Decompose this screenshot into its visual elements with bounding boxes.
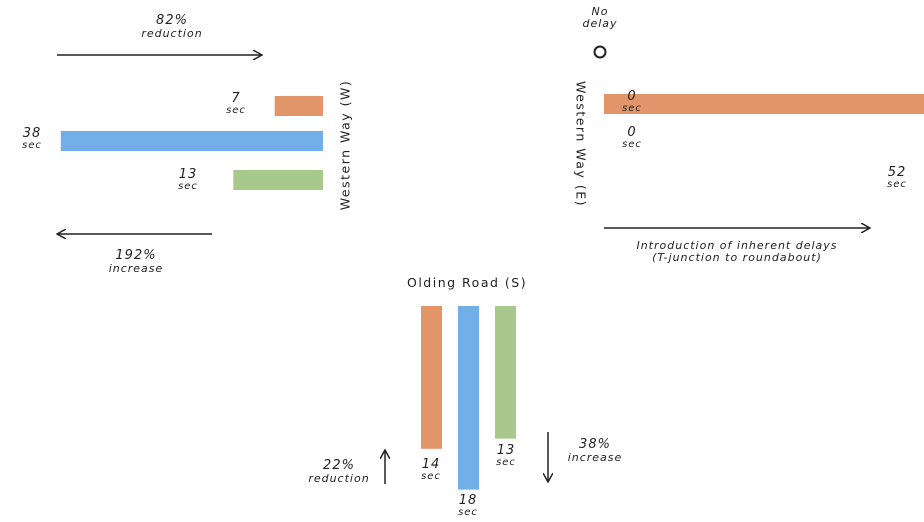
west-green-value: 13 — [178, 167, 198, 182]
south-green-value: 13 — [496, 443, 516, 458]
south-road-label: Olding Road (S) — [407, 275, 528, 290]
east-no-delay-label: No delay — [575, 6, 625, 29]
west-increase-text: increase — [108, 261, 164, 275]
south-increase-value: 38% — [579, 437, 611, 452]
east-orange-unit: sec — [887, 178, 907, 190]
west-increase-label: 192% increase — [86, 249, 186, 274]
west-blue-unit: sec — [22, 139, 42, 151]
east-delay-caption: Introduction of inherent delays (T-junct… — [612, 240, 862, 263]
east-delay-caption-line1: Introduction of inherent delays — [636, 239, 838, 252]
south-orange-value: 14 — [421, 457, 441, 472]
south-orange-unit: sec — [421, 470, 441, 482]
west-orange-value: 7 — [231, 91, 241, 106]
east-green-value: 0 — [627, 125, 637, 140]
west-orange-value-label: 7 sec — [222, 92, 250, 116]
no-delay-line1: No — [591, 5, 609, 18]
no-delay-line2: delay — [582, 16, 618, 30]
south-blue-value: 18 — [458, 493, 478, 508]
south-bar-blue — [458, 306, 479, 490]
south-reduction-value: 22% — [323, 458, 355, 473]
south-orange-value-label: 14 sec — [417, 458, 445, 482]
south-blue-unit: sec — [458, 506, 478, 518]
south-increase-label: 38% increase — [560, 438, 630, 463]
east-green-value-label: 0 sec — [618, 126, 646, 150]
west-bar-green — [233, 170, 323, 190]
south-bar-orange — [421, 306, 442, 449]
west-road-label: Western Way (W) — [337, 79, 353, 211]
east-orange-value: 52 — [887, 165, 907, 180]
west-blue-value: 38 — [22, 126, 42, 141]
west-increase-value: 192% — [115, 248, 157, 263]
south-reduction-label: 22% reduction — [304, 459, 374, 484]
east-road-label: Western Way (E) — [573, 81, 589, 207]
south-green-unit: sec — [496, 456, 516, 468]
west-blue-value-label: 38 sec — [18, 127, 46, 151]
east-blue-value: 0 — [627, 89, 637, 104]
west-orange-unit: sec — [226, 104, 246, 116]
west-reduction-label: 82% reduction — [122, 14, 222, 39]
south-green-value-label: 13 sec — [492, 444, 520, 468]
south-reduction-text: reduction — [308, 471, 370, 485]
east-delay-caption-line2: (T-junction to roundabout) — [652, 250, 822, 264]
east-green-unit: sec — [622, 138, 642, 150]
south-blue-value-label: 18 sec — [454, 494, 482, 518]
east-bar-orange — [604, 94, 924, 114]
west-bar-orange — [274, 96, 323, 116]
south-increase-text: increase — [567, 450, 623, 464]
west-green-unit: sec — [178, 180, 198, 192]
west-bar-blue — [60, 131, 324, 151]
no-delay-marker — [593, 45, 607, 59]
west-green-value-label: 13 sec — [174, 168, 202, 192]
east-blue-unit: sec — [622, 102, 642, 114]
west-reduction-value: 82% — [156, 13, 188, 28]
south-bar-green — [495, 306, 516, 439]
west-reduction-text: reduction — [141, 26, 203, 40]
east-blue-value-label: 0 sec — [618, 90, 646, 114]
east-orange-value-label: 52 sec — [880, 166, 914, 190]
